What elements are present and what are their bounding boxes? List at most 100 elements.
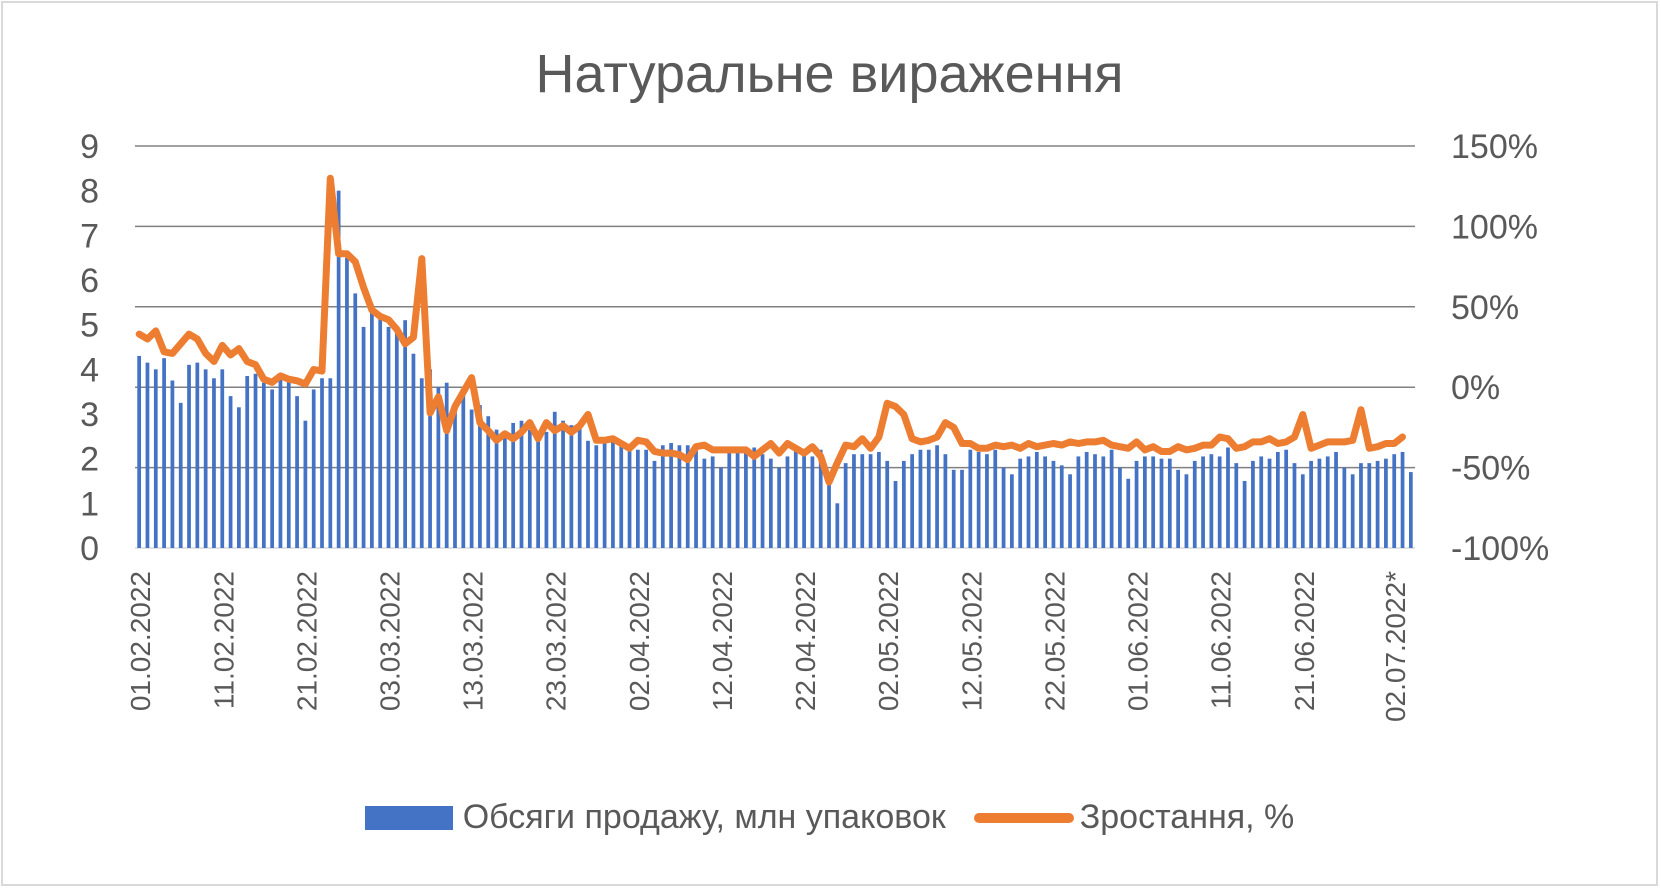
bar — [1051, 460, 1056, 548]
bar — [1217, 456, 1222, 548]
bar — [818, 449, 823, 548]
bar — [1392, 454, 1397, 548]
bar — [453, 409, 457, 548]
bar — [685, 445, 690, 548]
bar — [378, 313, 383, 548]
bar — [1342, 467, 1347, 548]
bar — [1101, 456, 1106, 548]
bar — [1192, 460, 1197, 548]
x-tick-label: 11.02.2022 — [208, 571, 239, 709]
y-left-tick-label: 4 — [80, 351, 99, 389]
y-left-tick-label: 6 — [80, 262, 99, 300]
bar — [710, 456, 715, 548]
bar — [735, 449, 740, 548]
y-left-tick-label: 2 — [80, 441, 99, 479]
bar — [943, 454, 948, 548]
bar — [652, 460, 657, 548]
bar — [1375, 460, 1380, 548]
bar — [295, 396, 299, 548]
bar — [1184, 474, 1189, 548]
x-tick-label: 02.04.2022 — [624, 571, 655, 711]
bar — [178, 402, 183, 548]
legend-label-sales: Обсяги продажу, млн упаковок — [462, 798, 946, 836]
bar — [1018, 458, 1023, 548]
bar — [1201, 456, 1205, 548]
x-tick-label: 22.05.2022 — [1039, 571, 1070, 711]
bar — [835, 503, 840, 548]
x-tick-label: 12.05.2022 — [956, 571, 987, 711]
bar — [1034, 451, 1039, 548]
bar — [968, 449, 973, 548]
bar — [253, 373, 258, 548]
x-tick-label: 21.06.2022 — [1289, 571, 1320, 711]
y-right-tick-label: 150% — [1451, 128, 1538, 166]
bar — [885, 460, 890, 548]
x-tick-label: 03.03.2022 — [375, 571, 406, 711]
bar — [494, 429, 499, 548]
bar — [411, 353, 416, 548]
bar — [1400, 451, 1405, 548]
y-right-tick-label: -100% — [1451, 530, 1549, 568]
bar — [1076, 456, 1081, 548]
bar — [1167, 458, 1172, 548]
bar — [1359, 463, 1363, 548]
bar — [802, 451, 806, 548]
bar — [1093, 454, 1097, 548]
bar — [1275, 451, 1280, 548]
bar — [719, 467, 723, 548]
bar — [486, 416, 491, 548]
bar — [436, 387, 441, 548]
bar — [386, 326, 391, 548]
x-tick-label: 22.04.2022 — [790, 571, 821, 711]
bar — [1109, 449, 1114, 548]
bar — [478, 405, 482, 548]
legend-swatch-bar — [364, 805, 453, 830]
bar — [877, 451, 881, 548]
bar — [1151, 456, 1156, 548]
bar — [1242, 481, 1247, 548]
bar — [926, 449, 931, 548]
bar — [793, 449, 798, 548]
bar — [627, 447, 632, 548]
bar — [777, 467, 782, 548]
y-right-tick-label: -50% — [1451, 450, 1530, 488]
bar — [195, 362, 200, 548]
bar — [960, 469, 964, 548]
bar — [1367, 463, 1372, 548]
bar — [278, 378, 283, 548]
bar — [1325, 456, 1330, 548]
bar — [1176, 469, 1180, 548]
bar — [669, 443, 673, 548]
bar — [237, 407, 241, 548]
bar — [145, 362, 150, 548]
y-left-tick-label: 5 — [80, 307, 99, 345]
bar — [1300, 474, 1305, 548]
bar — [586, 440, 590, 548]
bar — [760, 454, 765, 548]
bar — [901, 460, 906, 548]
bar — [918, 449, 923, 548]
bar — [270, 389, 275, 548]
bar — [561, 420, 565, 548]
chart-plot: 0 1 2 3 4 5 6 7 8 9 -100% -50% 0% 50% 100% 150% 01.02.20… — [80, 128, 1549, 722]
bar — [469, 409, 474, 548]
y-right-tick-label: 0% — [1451, 369, 1500, 407]
bar — [328, 378, 333, 548]
bar — [245, 376, 250, 548]
legend-label-growth: Зростання, % — [1079, 798, 1295, 836]
bar — [1292, 463, 1297, 548]
y-left-tick-label: 8 — [80, 173, 99, 211]
bar — [827, 474, 831, 548]
bar — [212, 378, 216, 548]
bar — [511, 422, 516, 548]
bar — [727, 449, 732, 548]
bar — [843, 463, 848, 548]
bar — [1309, 460, 1313, 548]
bar — [303, 420, 308, 548]
bar — [1284, 449, 1289, 548]
y-left-tick-label: 7 — [80, 217, 99, 255]
bar — [336, 190, 341, 548]
chart-title: Натуральне вираження — [535, 44, 1124, 104]
bar — [345, 257, 349, 548]
x-tick-label: 02.05.2022 — [873, 571, 904, 711]
